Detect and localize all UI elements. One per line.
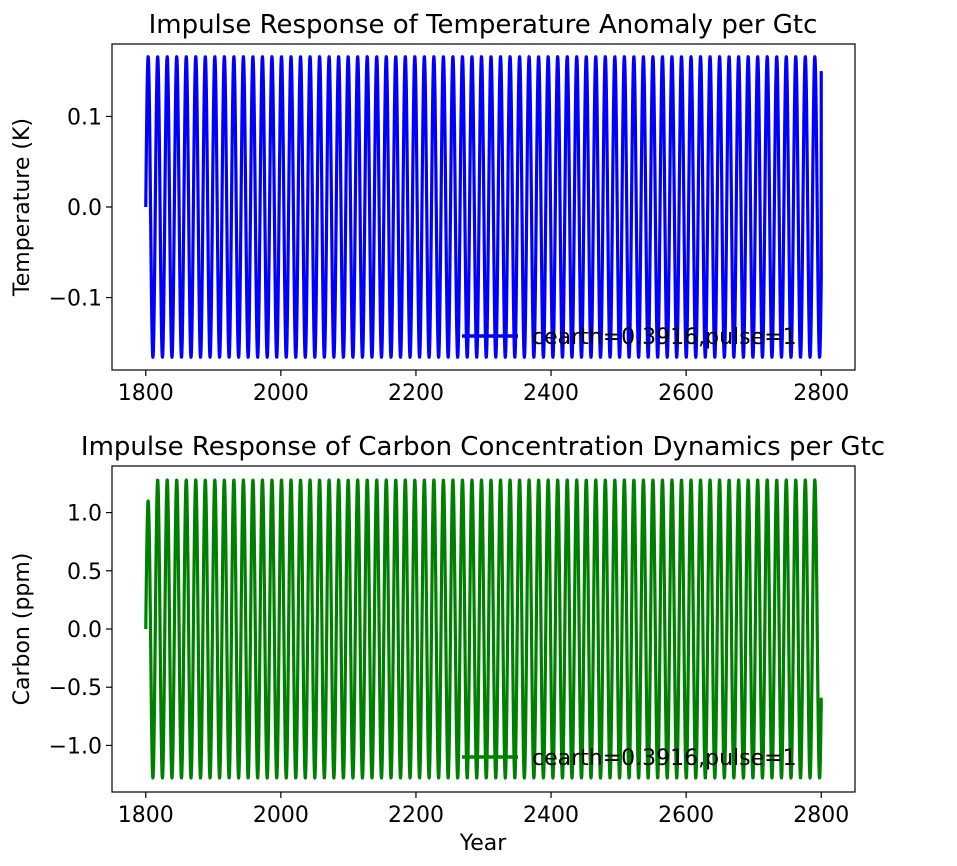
y-tick-label: −1.0 bbox=[49, 734, 102, 759]
y-tick-label: 0.0 bbox=[67, 196, 102, 221]
x-tick-label: 2600 bbox=[658, 803, 714, 828]
x-tick-label: 2200 bbox=[388, 381, 444, 406]
x-tick-label: 2400 bbox=[523, 803, 579, 828]
legend-label: cearth=0.3916,pulse=1 bbox=[532, 325, 797, 350]
y-tick-label: −0.5 bbox=[49, 676, 102, 701]
x-ticks: 1800 2000 2200 2400 2600 2800 bbox=[118, 370, 849, 406]
x-tick-label: 1800 bbox=[118, 381, 174, 406]
legend: cearth=0.3916,pulse=1 bbox=[462, 746, 797, 771]
x-tick-label: 1800 bbox=[118, 803, 174, 828]
x-tick-label: 2200 bbox=[388, 803, 444, 828]
x-ticks: 1800 2000 2200 2400 2600 2800 bbox=[118, 792, 849, 828]
y-tick-label: −0.1 bbox=[49, 287, 102, 312]
y-ticks: −0.1 0.0 0.1 bbox=[49, 105, 112, 312]
legend: cearth=0.3916,pulse=1 bbox=[462, 325, 797, 350]
series-line bbox=[144, 55, 823, 359]
x-tick-label: 2000 bbox=[253, 803, 309, 828]
y-tick-label: 0.1 bbox=[67, 105, 102, 130]
legend-label: cearth=0.3916,pulse=1 bbox=[532, 746, 797, 771]
y-tick-label: 0.5 bbox=[67, 560, 102, 585]
chart-title: Impulse Response of Carbon Concentration… bbox=[81, 432, 885, 462]
x-tick-label: 2400 bbox=[523, 381, 579, 406]
x-axis-label: Year bbox=[459, 831, 508, 856]
series-line bbox=[144, 478, 823, 780]
x-tick-label: 2800 bbox=[793, 803, 849, 828]
x-tick-label: 2800 bbox=[793, 381, 849, 406]
series-layer bbox=[144, 478, 823, 780]
y-axis-label: Temperature (K) bbox=[10, 118, 35, 297]
x-tick-label: 2000 bbox=[253, 381, 309, 406]
chart-title: Impulse Response of Temperature Anomaly … bbox=[149, 10, 818, 40]
chart-temperature: Impulse Response of Temperature Anomaly … bbox=[10, 10, 856, 406]
y-tick-label: 1.0 bbox=[67, 502, 102, 527]
chart-carbon: Impulse Response of Carbon Concentration… bbox=[10, 432, 885, 856]
y-tick-label: 0.0 bbox=[67, 618, 102, 643]
series-layer bbox=[144, 55, 823, 359]
y-ticks: −1.0 −0.5 0.0 0.5 1.0 bbox=[49, 502, 112, 759]
x-tick-label: 2600 bbox=[658, 381, 714, 406]
y-axis-label: Carbon (ppm) bbox=[10, 553, 35, 706]
